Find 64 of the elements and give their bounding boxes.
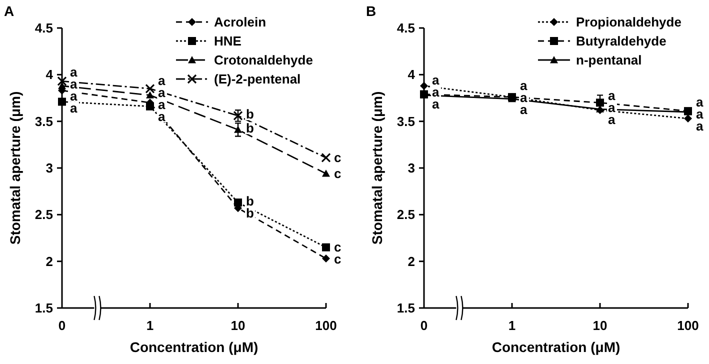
x-axis-title: Concentration (μM) bbox=[130, 339, 258, 355]
annotation: a bbox=[520, 90, 528, 106]
legend-label: Crotonaldehyde bbox=[214, 52, 313, 68]
annotation: a bbox=[608, 100, 616, 115]
y-axis-title: Stomatal aperture (μm) bbox=[7, 91, 23, 245]
legend-label: Acrolein bbox=[214, 14, 266, 30]
y-tick-label: 2 bbox=[46, 254, 53, 269]
y-tick-label: 1.5 bbox=[34, 300, 53, 316]
x-tick-label: 0 bbox=[420, 318, 428, 333]
x-tick-label: 100 bbox=[315, 318, 337, 333]
annotation: a bbox=[70, 76, 78, 92]
y-tick-label: 3.5 bbox=[396, 114, 415, 129]
chart-title: B bbox=[366, 3, 376, 19]
annotation: b bbox=[246, 193, 254, 208]
y-tick-label: 4.5 bbox=[396, 20, 415, 36]
annotation: a bbox=[158, 108, 166, 124]
y-tick-label: 2.5 bbox=[34, 207, 53, 222]
point bbox=[58, 98, 66, 106]
x-tick-label: 10 bbox=[592, 318, 608, 333]
annotation: b bbox=[246, 120, 254, 136]
point bbox=[146, 102, 154, 110]
x-tick-label: 100 bbox=[677, 318, 699, 333]
legend-label: Butyraldehyde bbox=[576, 34, 666, 49]
legend-label: n-pentanal bbox=[576, 52, 642, 68]
y-tick-label: 2.5 bbox=[396, 207, 415, 222]
y-tick-label: 2 bbox=[408, 254, 415, 269]
annotation: c bbox=[334, 166, 342, 181]
annotation: c bbox=[334, 150, 342, 166]
point bbox=[145, 84, 155, 94]
y-tick-label: 3 bbox=[408, 160, 415, 176]
y-tick-label: 1.5 bbox=[396, 300, 415, 316]
x-tick-label: 10 bbox=[230, 318, 246, 333]
point bbox=[322, 243, 330, 252]
point bbox=[234, 198, 242, 207]
x-tick-label: 1 bbox=[146, 318, 154, 333]
annotation: a bbox=[70, 100, 78, 116]
annotation: b bbox=[246, 205, 254, 220]
point bbox=[596, 98, 604, 107]
y-tick-label: 3 bbox=[46, 160, 53, 176]
point bbox=[322, 170, 330, 177]
point bbox=[420, 82, 428, 90]
y-axis-title: Stomatal aperture (μm) bbox=[369, 91, 385, 245]
point bbox=[57, 76, 67, 86]
y-tick-label: 3.5 bbox=[34, 114, 53, 129]
x-tick-label: 0 bbox=[58, 318, 66, 333]
x-axis-title: Concentration (μM) bbox=[492, 339, 620, 355]
y-tick-label: 4 bbox=[46, 67, 54, 82]
legend-label: (E)-2-pentenal bbox=[214, 72, 301, 87]
point bbox=[321, 152, 331, 163]
annotation: b bbox=[246, 106, 254, 122]
annotation: a bbox=[432, 84, 440, 100]
y-tick-label: 4.5 bbox=[34, 20, 53, 36]
chart-title: A bbox=[4, 3, 14, 19]
point bbox=[234, 126, 242, 133]
legend-label: Propionaldehyde bbox=[576, 14, 682, 30]
point bbox=[146, 91, 154, 98]
point bbox=[322, 254, 330, 263]
annotation: a bbox=[158, 96, 166, 112]
x-tick-label: 1 bbox=[508, 318, 516, 333]
y-tick-label: 4 bbox=[408, 67, 416, 82]
legend-label: HNE bbox=[214, 34, 242, 49]
annotation: a bbox=[158, 84, 166, 100]
point bbox=[684, 114, 692, 123]
annotation: a bbox=[70, 88, 78, 104]
